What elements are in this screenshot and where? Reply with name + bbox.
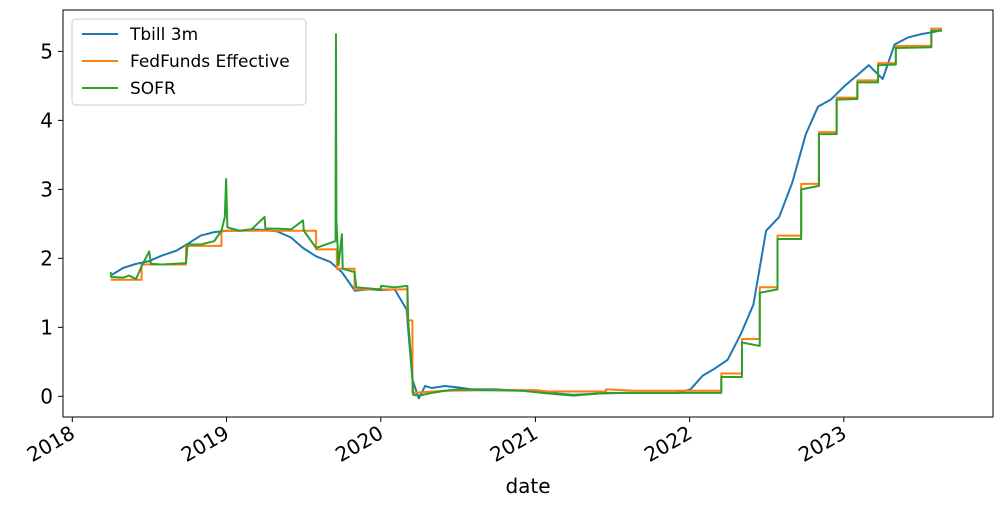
y-tick-label: 2	[40, 246, 53, 270]
legend-label: SOFR	[130, 79, 176, 99]
y-tick-label: 4	[40, 108, 53, 132]
y-axis: 0 1 2 3 4 5	[40, 39, 63, 408]
x-axis-title: date	[505, 474, 550, 498]
series-line-sofr	[109, 29, 942, 397]
series-layer	[109, 27, 943, 400]
x-tick-label: 2021	[486, 421, 542, 467]
legend: Tbill 3m FedFunds Effective SOFR	[71, 18, 307, 106]
legend-box	[71, 18, 307, 106]
plot-frame	[62, 9, 994, 418]
y-tick-label: 1	[40, 315, 53, 339]
x-axis: 2018 2019 2020 2021 2022 2023	[23, 417, 850, 467]
x-tick-label: 2020	[331, 421, 387, 467]
x-tick-label: 2023	[794, 421, 850, 467]
x-tick-label: 2022	[640, 421, 696, 467]
y-tick-label: 5	[40, 39, 53, 63]
x-tick-label: 2018	[23, 421, 79, 467]
y-tick-label: 3	[40, 177, 53, 201]
x-tick-label: 2019	[177, 421, 233, 467]
y-tick-label: 0	[40, 384, 53, 408]
legend-label: Tbill 3m	[129, 25, 198, 45]
legend-label: FedFunds Effective	[130, 52, 290, 72]
